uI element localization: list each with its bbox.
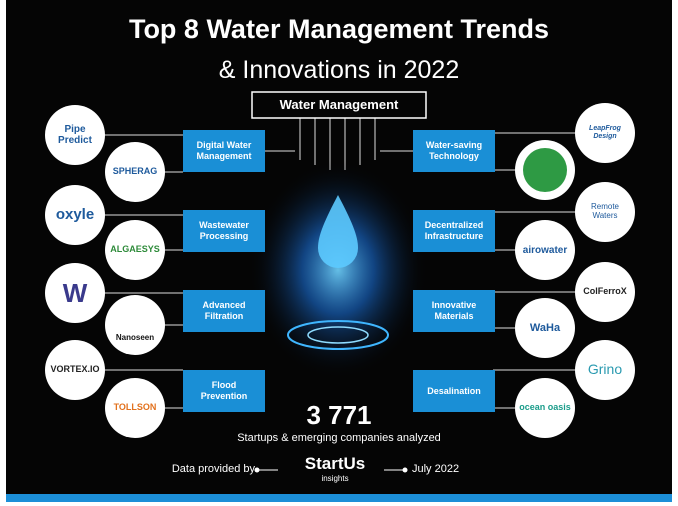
brand: StartUs bbox=[304, 454, 366, 473]
trend: Water-saving Technology bbox=[413, 130, 495, 172]
trend: Desalination bbox=[413, 370, 495, 412]
trend: Flood Prevention bbox=[183, 370, 265, 412]
startup-logo: LeapFrog Design bbox=[575, 103, 635, 163]
trend: Wastewater Processing bbox=[183, 210, 265, 252]
brand-sub: insights bbox=[321, 474, 349, 483]
center-label: Water Management bbox=[279, 97, 399, 112]
startup-logo: ocean oasis bbox=[515, 378, 575, 438]
startup-logo: ALGAESYS bbox=[105, 220, 165, 280]
trend: Decentralized Infrastructure bbox=[413, 210, 495, 252]
startup-logo: WaHa bbox=[515, 298, 575, 358]
startup-logo: VORTEX.IO bbox=[45, 340, 105, 400]
bottom-bar bbox=[6, 494, 672, 502]
stat-number: 3 771 bbox=[306, 400, 372, 430]
trend: Advanced Filtration bbox=[183, 290, 265, 332]
startup-logo: W bbox=[45, 263, 105, 323]
trend: Digital Water Management bbox=[183, 130, 265, 172]
startup-logo: Pipe Predict bbox=[45, 105, 105, 165]
trend: Innovative Materials bbox=[413, 290, 495, 332]
startup-logo: Nanoseen bbox=[105, 295, 165, 355]
startup-logo: Grino bbox=[575, 340, 635, 400]
startup-logo: TOLLSON bbox=[105, 378, 165, 438]
startup-logo: Remote Waters bbox=[575, 182, 635, 242]
stat-caption: Startups & emerging companies analyzed bbox=[237, 432, 441, 444]
footer-date: July 2022 bbox=[412, 463, 460, 475]
startup-logo: airowater bbox=[515, 220, 575, 280]
startup-logo: SPHERAG bbox=[105, 142, 165, 202]
subtitle: & Innovations in 2022 bbox=[218, 56, 460, 84]
startup-logo: oxyle bbox=[45, 185, 105, 245]
title: Top 8 Water Management Trends bbox=[128, 14, 550, 44]
startup-logo: ColFerroX bbox=[575, 262, 635, 322]
footer-provided: Data provided by bbox=[171, 463, 255, 475]
